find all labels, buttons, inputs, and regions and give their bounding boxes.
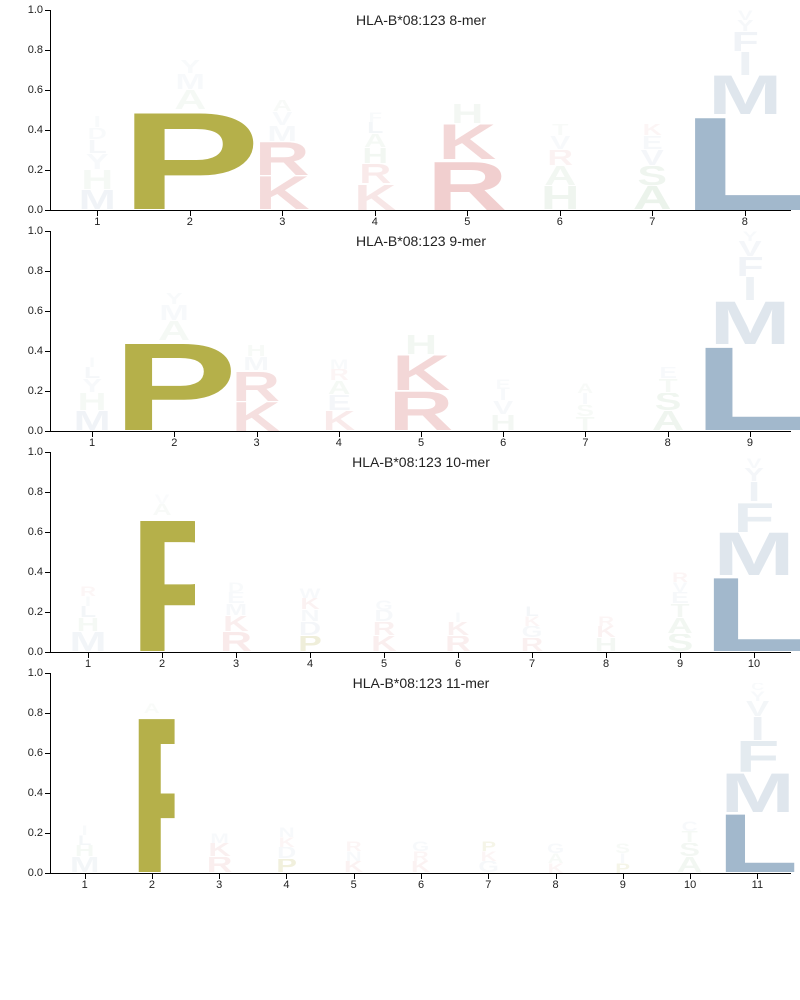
logo-letter: I	[671, 52, 800, 76]
y-tick	[45, 210, 51, 211]
x-tick-label: 8	[665, 437, 671, 449]
logo-letter: L	[686, 345, 800, 431]
x-tick-label: 9	[677, 658, 683, 670]
x-tick-label: 5	[418, 437, 424, 449]
logo-letter: I	[684, 277, 800, 301]
x-tick-label: 1	[85, 658, 91, 670]
y-tick	[45, 873, 51, 874]
plot-area: HLA-B*08:123 10-mer0.00.20.40.60.81.0123…	[50, 452, 791, 653]
y-tick	[45, 652, 51, 653]
y-tick-label: 0.8	[28, 265, 43, 277]
x-tick-label: 7	[649, 216, 655, 228]
x-tick-label: 4	[336, 437, 342, 449]
logo-letter: Y	[684, 231, 800, 241]
logo-letter: Y	[695, 468, 800, 482]
x-tick-label: 6	[557, 216, 563, 228]
logo-letter: V	[695, 458, 800, 468]
x-tick-label: 6	[500, 437, 506, 449]
panel-title: HLA-B*08:123 10-mer	[352, 454, 490, 470]
y-tick-label: 1.0	[28, 667, 43, 679]
x-tick-label: 2	[149, 879, 155, 891]
x-tick-label: 11	[752, 879, 763, 891]
y-tick-label: 0.6	[28, 747, 43, 759]
logo-letter: F	[671, 32, 800, 52]
logo-letter: V	[704, 701, 800, 717]
sequence-logo-panel: HLA-B*08:123 10-mer0.00.20.40.60.81.0123…	[10, 452, 790, 653]
x-tick-label: 7	[485, 879, 491, 891]
logo-letter: L	[704, 813, 800, 873]
x-tick-label: 5	[464, 216, 470, 228]
x-tick-label: 8	[742, 216, 748, 228]
sequence-logo-panel: HLA-B*08:123 11-mer0.00.20.40.60.81.0123…	[10, 673, 790, 874]
x-tick-label: 6	[455, 658, 461, 670]
logo-letter: V	[684, 241, 800, 257]
y-tick	[45, 431, 51, 432]
x-tick-label: 10	[684, 879, 696, 891]
logo-column: VYIFML	[717, 452, 791, 652]
logo-letter: V	[671, 10, 800, 20]
x-tick-label: 4	[283, 879, 289, 891]
x-tick-label: 3	[279, 216, 285, 228]
x-tick-label: 7	[582, 437, 588, 449]
panel-title: HLA-B*08:123 11-mer	[353, 675, 490, 691]
logo-letter: M	[684, 301, 800, 345]
logo-letter: M	[695, 532, 800, 576]
y-tick-label: 0.4	[28, 787, 43, 799]
y-tick-label: 0.8	[28, 707, 43, 719]
x-tick-label: 4	[372, 216, 378, 228]
logo-letter: Y	[704, 691, 800, 701]
x-tick-label: 4	[307, 658, 313, 670]
x-tick-label: 6	[418, 879, 424, 891]
x-tick-label: 5	[381, 658, 387, 670]
logo-letter: F	[695, 502, 800, 532]
x-tick-label: 2	[171, 437, 177, 449]
x-tick-label: 1	[94, 216, 100, 228]
logo-letter: M	[704, 773, 800, 813]
logo-letter: F	[684, 257, 800, 277]
y-tick-label: 1.0	[28, 446, 43, 458]
logo-letter: L	[695, 576, 800, 652]
y-tick-label: 0.8	[28, 44, 43, 56]
x-tick-label: 3	[233, 658, 239, 670]
x-tick-label: 1	[82, 879, 88, 891]
sequence-logo-panel: HLA-B*08:123 9-mer0.00.20.40.60.81.01234…	[10, 231, 790, 432]
x-tick-label: 7	[529, 658, 535, 670]
y-tick-label: 0.6	[28, 526, 43, 538]
logo-column: YVFIML	[709, 231, 791, 431]
x-tick-label: 2	[159, 658, 165, 670]
plot-area: HLA-B*08:123 11-mer0.00.20.40.60.81.0123…	[50, 673, 791, 874]
logo-letter: Y	[671, 20, 800, 32]
x-tick-label: 3	[253, 437, 259, 449]
y-tick-label: 0.6	[28, 305, 43, 317]
x-tick-label: 2	[187, 216, 193, 228]
logo-letter: F	[704, 741, 800, 773]
x-tick-label: 8	[552, 879, 558, 891]
logo-letter: C	[704, 683, 800, 691]
x-tick-label: 5	[351, 879, 357, 891]
x-tick-label: 8	[603, 658, 609, 670]
logo-letter: I	[695, 482, 800, 502]
logo-column: VYFIML	[699, 10, 792, 210]
plot-area: HLA-B*08:123 8-mer0.00.20.40.60.81.01234…	[50, 10, 791, 211]
y-tick-label: 0.4	[28, 345, 43, 357]
x-tick-label: 9	[747, 437, 753, 449]
x-tick-label: 1	[89, 437, 95, 449]
y-tick-label: 0.6	[28, 84, 43, 96]
panel-title: HLA-B*08:123 9-mer	[356, 233, 486, 249]
y-tick-label: 0.4	[28, 566, 43, 578]
logo-letter: L	[672, 115, 800, 210]
sequence-logo-panel: HLA-B*08:123 8-mer0.00.20.40.60.81.01234…	[10, 10, 790, 211]
logo-column: RILHM	[51, 452, 125, 652]
y-tick-label: 1.0	[28, 4, 43, 16]
x-tick-label: 3	[216, 879, 222, 891]
x-tick-label: 9	[620, 879, 626, 891]
logo-letter: I	[704, 717, 800, 741]
x-tick-label: 10	[748, 658, 760, 670]
logo-column: CYVIFML	[724, 673, 791, 873]
y-tick-label: 0.8	[28, 486, 43, 498]
panel-title: HLA-B*08:123 8-mer	[356, 12, 486, 28]
y-tick-label: 1.0	[28, 225, 43, 237]
plot-area: HLA-B*08:123 9-mer0.00.20.40.60.81.01234…	[50, 231, 791, 432]
logo-letter: M	[671, 75, 800, 115]
